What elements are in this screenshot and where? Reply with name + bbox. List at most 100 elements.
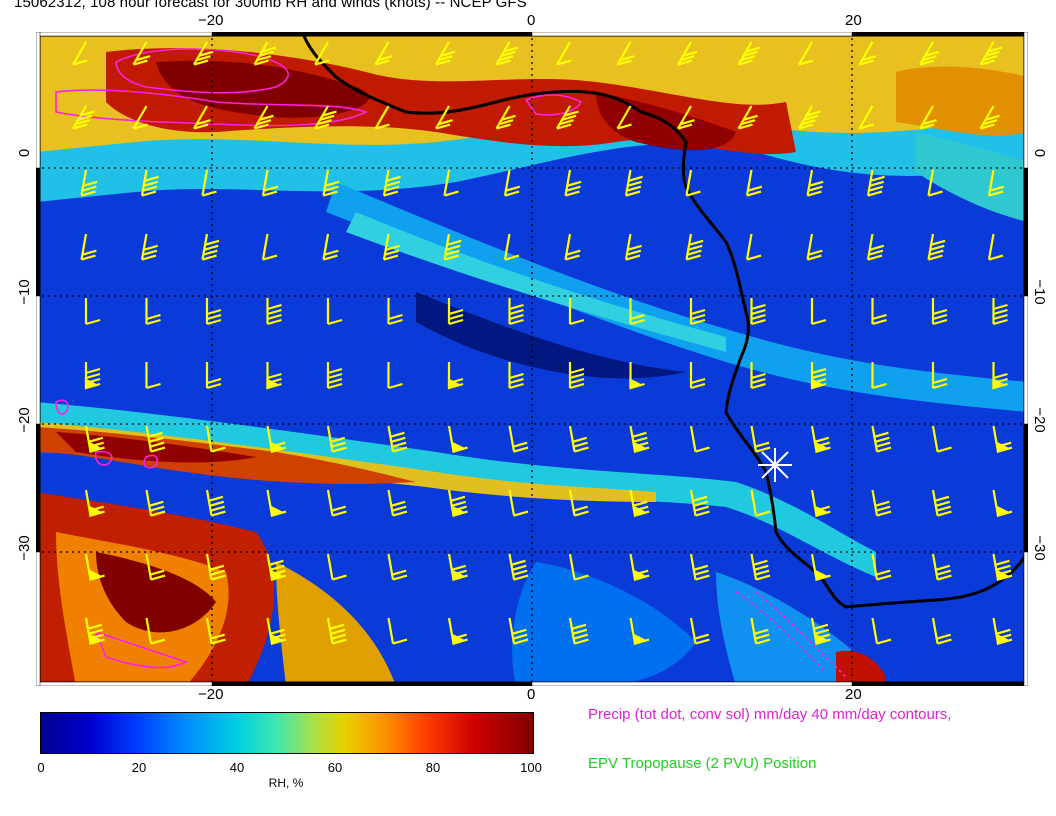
wind-barb	[145, 425, 166, 453]
wind-barb	[806, 233, 823, 261]
wind-barb	[80, 233, 97, 261]
wind-barb	[435, 105, 453, 130]
wind-barb	[568, 553, 589, 581]
wind-barb	[689, 362, 706, 390]
wind-barb	[750, 425, 771, 453]
lat-label-left-2: −10	[16, 279, 33, 305]
wind-barb	[508, 553, 529, 581]
wind-barb	[685, 233, 704, 261]
legend-epv: EPV Tropopause (2 PVU) Position	[588, 755, 817, 772]
wind-barb	[314, 41, 330, 66]
colorbar-label-60: 60	[327, 760, 343, 775]
wind-barb	[629, 617, 650, 646]
wind-barb	[435, 41, 456, 66]
wind-barb	[447, 362, 464, 390]
wind-barb	[201, 233, 220, 261]
lon-label-bottom-3: 20	[845, 686, 862, 703]
wind-barb	[810, 617, 831, 646]
wind-barb	[261, 169, 279, 197]
wind-barb	[266, 362, 282, 390]
wind-barb	[629, 553, 650, 582]
colorbar-label-100: 100	[520, 760, 542, 775]
wind-barb	[931, 553, 952, 581]
wind-barb	[326, 425, 347, 453]
wind-barb	[326, 489, 347, 517]
wind-barb	[810, 298, 827, 326]
wind-barb	[927, 233, 946, 261]
wind-barb	[750, 617, 771, 645]
rh-colorbar	[40, 712, 534, 754]
wind-barb	[374, 105, 390, 130]
wind-barb	[508, 362, 524, 390]
wind-barb	[858, 105, 874, 130]
wind-barb	[266, 489, 287, 518]
wind-barb	[992, 362, 1008, 390]
wind-barb	[750, 489, 771, 517]
wind-barb	[931, 617, 952, 645]
wind-barb	[568, 425, 589, 453]
wind-barb	[677, 105, 695, 130]
wind-barb	[266, 425, 287, 454]
wind-barb	[871, 617, 892, 645]
wind-barb	[382, 233, 401, 261]
wind-barbs	[72, 41, 1013, 646]
wind-barb	[810, 425, 831, 454]
colorbar-label-20: 20	[131, 760, 147, 775]
wind-barb	[931, 425, 952, 453]
wind-barb	[205, 425, 226, 453]
wind-barb	[72, 41, 88, 66]
colorbar-label-80: 80	[425, 760, 441, 775]
wind-barb	[624, 169, 643, 197]
wind-barb	[72, 105, 95, 130]
lon-label-top-2: 0	[527, 12, 536, 29]
wind-barb	[193, 41, 214, 66]
wind-barb	[374, 41, 393, 66]
wind-barb	[866, 169, 885, 197]
wind-barb	[205, 617, 226, 645]
wind-barb	[979, 41, 1003, 66]
wind-barb	[871, 553, 892, 581]
wind-barb	[798, 105, 821, 130]
wind-barb	[987, 169, 1005, 197]
wind-barb	[503, 233, 520, 261]
wind-barb	[447, 298, 464, 326]
graticule	[36, 32, 1028, 686]
wind-barb	[871, 425, 892, 453]
wind-barb	[556, 41, 572, 66]
colorbar-label-40: 40	[229, 760, 245, 775]
wind-barb	[326, 617, 347, 645]
lat-label-left-4: −30	[16, 535, 33, 561]
wind-barb	[689, 489, 710, 517]
wind-barb	[689, 553, 710, 581]
wind-barb	[750, 553, 771, 581]
wind-barb	[382, 169, 401, 197]
wind-barb	[810, 362, 827, 390]
wind-barb	[145, 298, 161, 326]
wind-barb	[931, 489, 952, 517]
wind-barb	[871, 362, 887, 390]
wind-barb	[266, 617, 287, 646]
wind-barb	[326, 553, 347, 581]
wind-barb	[266, 298, 282, 326]
wind-barb	[568, 489, 589, 517]
wind-barb	[556, 105, 579, 130]
wind-barb	[322, 233, 339, 261]
precip-contours	[55, 48, 847, 678]
wind-barb	[568, 617, 589, 645]
wind-barb	[443, 169, 459, 197]
wind-barb	[866, 233, 885, 261]
lat-label-right-1: 0	[1031, 148, 1048, 158]
wind-barb	[205, 553, 226, 581]
wind-barb	[314, 105, 337, 130]
wind-barb	[798, 41, 814, 66]
lon-label-top-1: −20	[198, 12, 224, 29]
lon-label-bottom-1: −20	[198, 686, 224, 703]
wind-barb	[266, 553, 287, 582]
lat-label-left-1: 0	[16, 148, 33, 158]
wind-barb	[145, 617, 166, 645]
wind-barb	[326, 298, 343, 326]
wind-barb	[387, 298, 403, 326]
wind-barb	[447, 553, 468, 582]
wind-barb	[80, 169, 98, 197]
wind-barb	[205, 489, 226, 517]
